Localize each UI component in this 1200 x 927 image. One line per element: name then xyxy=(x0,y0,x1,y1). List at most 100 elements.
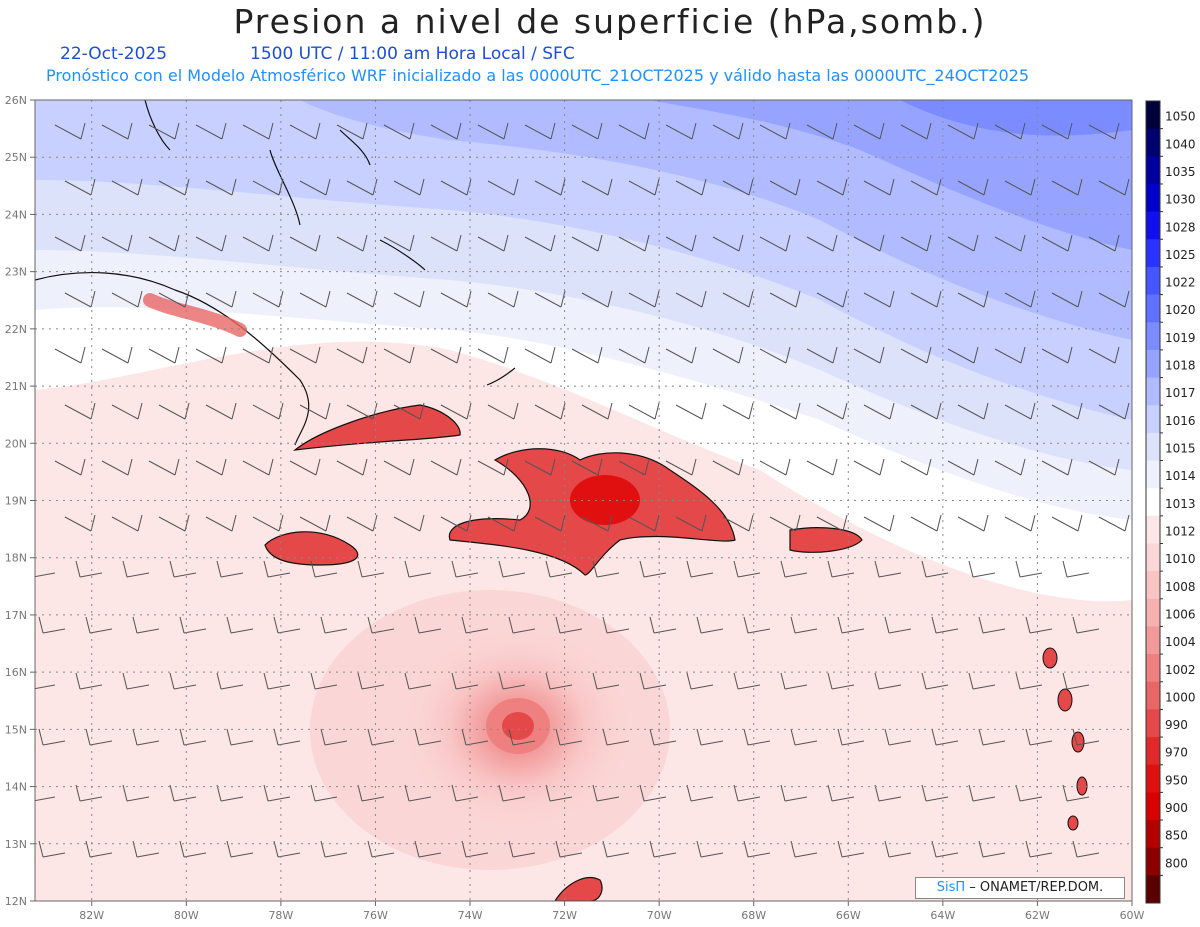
wind-barb xyxy=(602,616,630,634)
wind-barb xyxy=(111,514,143,532)
colorbar-label-1018: 1018 xyxy=(1165,359,1196,373)
wind-barb xyxy=(158,514,190,532)
wind-barb xyxy=(910,290,942,308)
wind-barb xyxy=(696,840,724,858)
colorbar-swatch xyxy=(1146,737,1160,766)
wind-barb xyxy=(769,178,801,196)
wind-barb xyxy=(1051,514,1083,532)
wind-barb xyxy=(837,728,865,746)
colorbar-swatch xyxy=(1146,598,1160,627)
wind-barb xyxy=(884,840,912,858)
lat-label-16N: 16N xyxy=(5,666,27,679)
wind-barb xyxy=(769,514,801,532)
colorbar-label-1013: 1013 xyxy=(1165,497,1196,511)
wind-barb xyxy=(581,290,613,308)
colorbar-label-1000: 1000 xyxy=(1165,690,1196,704)
wind-barb xyxy=(487,178,519,196)
wind-barb xyxy=(592,784,620,802)
wind-barb xyxy=(780,672,808,690)
wind-barb xyxy=(722,178,754,196)
wind-barb xyxy=(111,178,143,196)
wind-barb xyxy=(299,402,331,420)
wind-barb xyxy=(534,514,566,532)
wind-barb xyxy=(1051,290,1083,308)
colorbar-swatch xyxy=(1146,183,1160,213)
wind-barb xyxy=(837,616,865,634)
wind-barb xyxy=(639,672,667,690)
wind-barb xyxy=(273,728,301,746)
wind-barb xyxy=(957,178,989,196)
wind-barb xyxy=(806,458,838,476)
wind-barb xyxy=(158,402,190,420)
wind-barb xyxy=(346,178,378,196)
wind-barb xyxy=(383,346,415,364)
credit-box: SisΠ – ONAMET/REP.DOM. xyxy=(915,877,1125,899)
lon-label-70W: 70W xyxy=(647,909,672,922)
wind-barb xyxy=(132,616,160,634)
wind-barb xyxy=(101,122,133,140)
colorbar-swatch xyxy=(1146,211,1160,240)
wind-barb xyxy=(393,290,425,308)
wind-barb xyxy=(205,290,237,308)
wind-barb xyxy=(148,346,180,364)
wind-barb xyxy=(122,784,150,802)
lon-label-62W: 62W xyxy=(1025,909,1050,922)
wind-barb xyxy=(581,402,613,420)
wind-barb xyxy=(393,178,425,196)
wind-barb xyxy=(440,514,472,532)
wind-barb xyxy=(675,514,707,532)
wind-barb xyxy=(498,672,526,690)
lon-label-60W: 60W xyxy=(1120,909,1145,922)
lat-label-25N: 25N xyxy=(5,151,27,164)
colorbar-swatch xyxy=(1146,847,1160,876)
wind-barb xyxy=(712,458,744,476)
wind-barb xyxy=(101,458,133,476)
wind-barb xyxy=(1041,234,1073,252)
lon-label-80W: 80W xyxy=(174,909,199,922)
wind-barb xyxy=(555,840,583,858)
colorbar-label-1016: 1016 xyxy=(1165,414,1196,428)
wind-barb xyxy=(696,728,724,746)
lat-label-12N: 12N xyxy=(5,895,27,908)
wind-barb xyxy=(639,784,667,802)
wind-barb xyxy=(555,616,583,634)
wind-barb xyxy=(226,840,254,858)
pressure-field xyxy=(35,100,1132,901)
wind-barb xyxy=(743,616,771,634)
colorbar-label-1028: 1028 xyxy=(1165,220,1196,234)
wind-barb xyxy=(430,458,462,476)
wind-barb xyxy=(863,178,895,196)
wind-barb xyxy=(383,234,415,252)
wind-barb xyxy=(712,234,744,252)
wind-barb xyxy=(346,402,378,420)
wind-barb xyxy=(85,728,113,746)
wind-barb xyxy=(336,458,368,476)
wind-barb xyxy=(508,616,536,634)
wind-barb xyxy=(853,122,885,140)
wind-barb xyxy=(263,672,291,690)
colorbar-swatch xyxy=(1146,239,1160,268)
wind-barb xyxy=(216,560,244,578)
wind-barb xyxy=(404,672,432,690)
wind-barb xyxy=(675,178,707,196)
wind-barb xyxy=(148,122,180,140)
wind-barb xyxy=(346,514,378,532)
wind-barb xyxy=(242,458,274,476)
colorbar-swatch xyxy=(1146,681,1160,710)
wind-barb xyxy=(179,616,207,634)
wind-barb xyxy=(320,616,348,634)
wind-barb xyxy=(581,514,613,532)
wind-barb xyxy=(1041,458,1073,476)
wind-barb xyxy=(1051,402,1083,420)
wind-barb xyxy=(148,234,180,252)
wind-barb xyxy=(827,560,855,578)
wind-barb xyxy=(978,840,1006,858)
wind-barb xyxy=(790,728,818,746)
wind-barb xyxy=(226,616,254,634)
wind-barb xyxy=(743,728,771,746)
wind-barb xyxy=(837,840,865,858)
lat-label-17N: 17N xyxy=(5,609,27,622)
wind-barb xyxy=(884,616,912,634)
lon-label-66W: 66W xyxy=(836,909,861,922)
forecast-time: 1500 UTC / 11:00 am Hora Local / SFC xyxy=(250,44,575,64)
